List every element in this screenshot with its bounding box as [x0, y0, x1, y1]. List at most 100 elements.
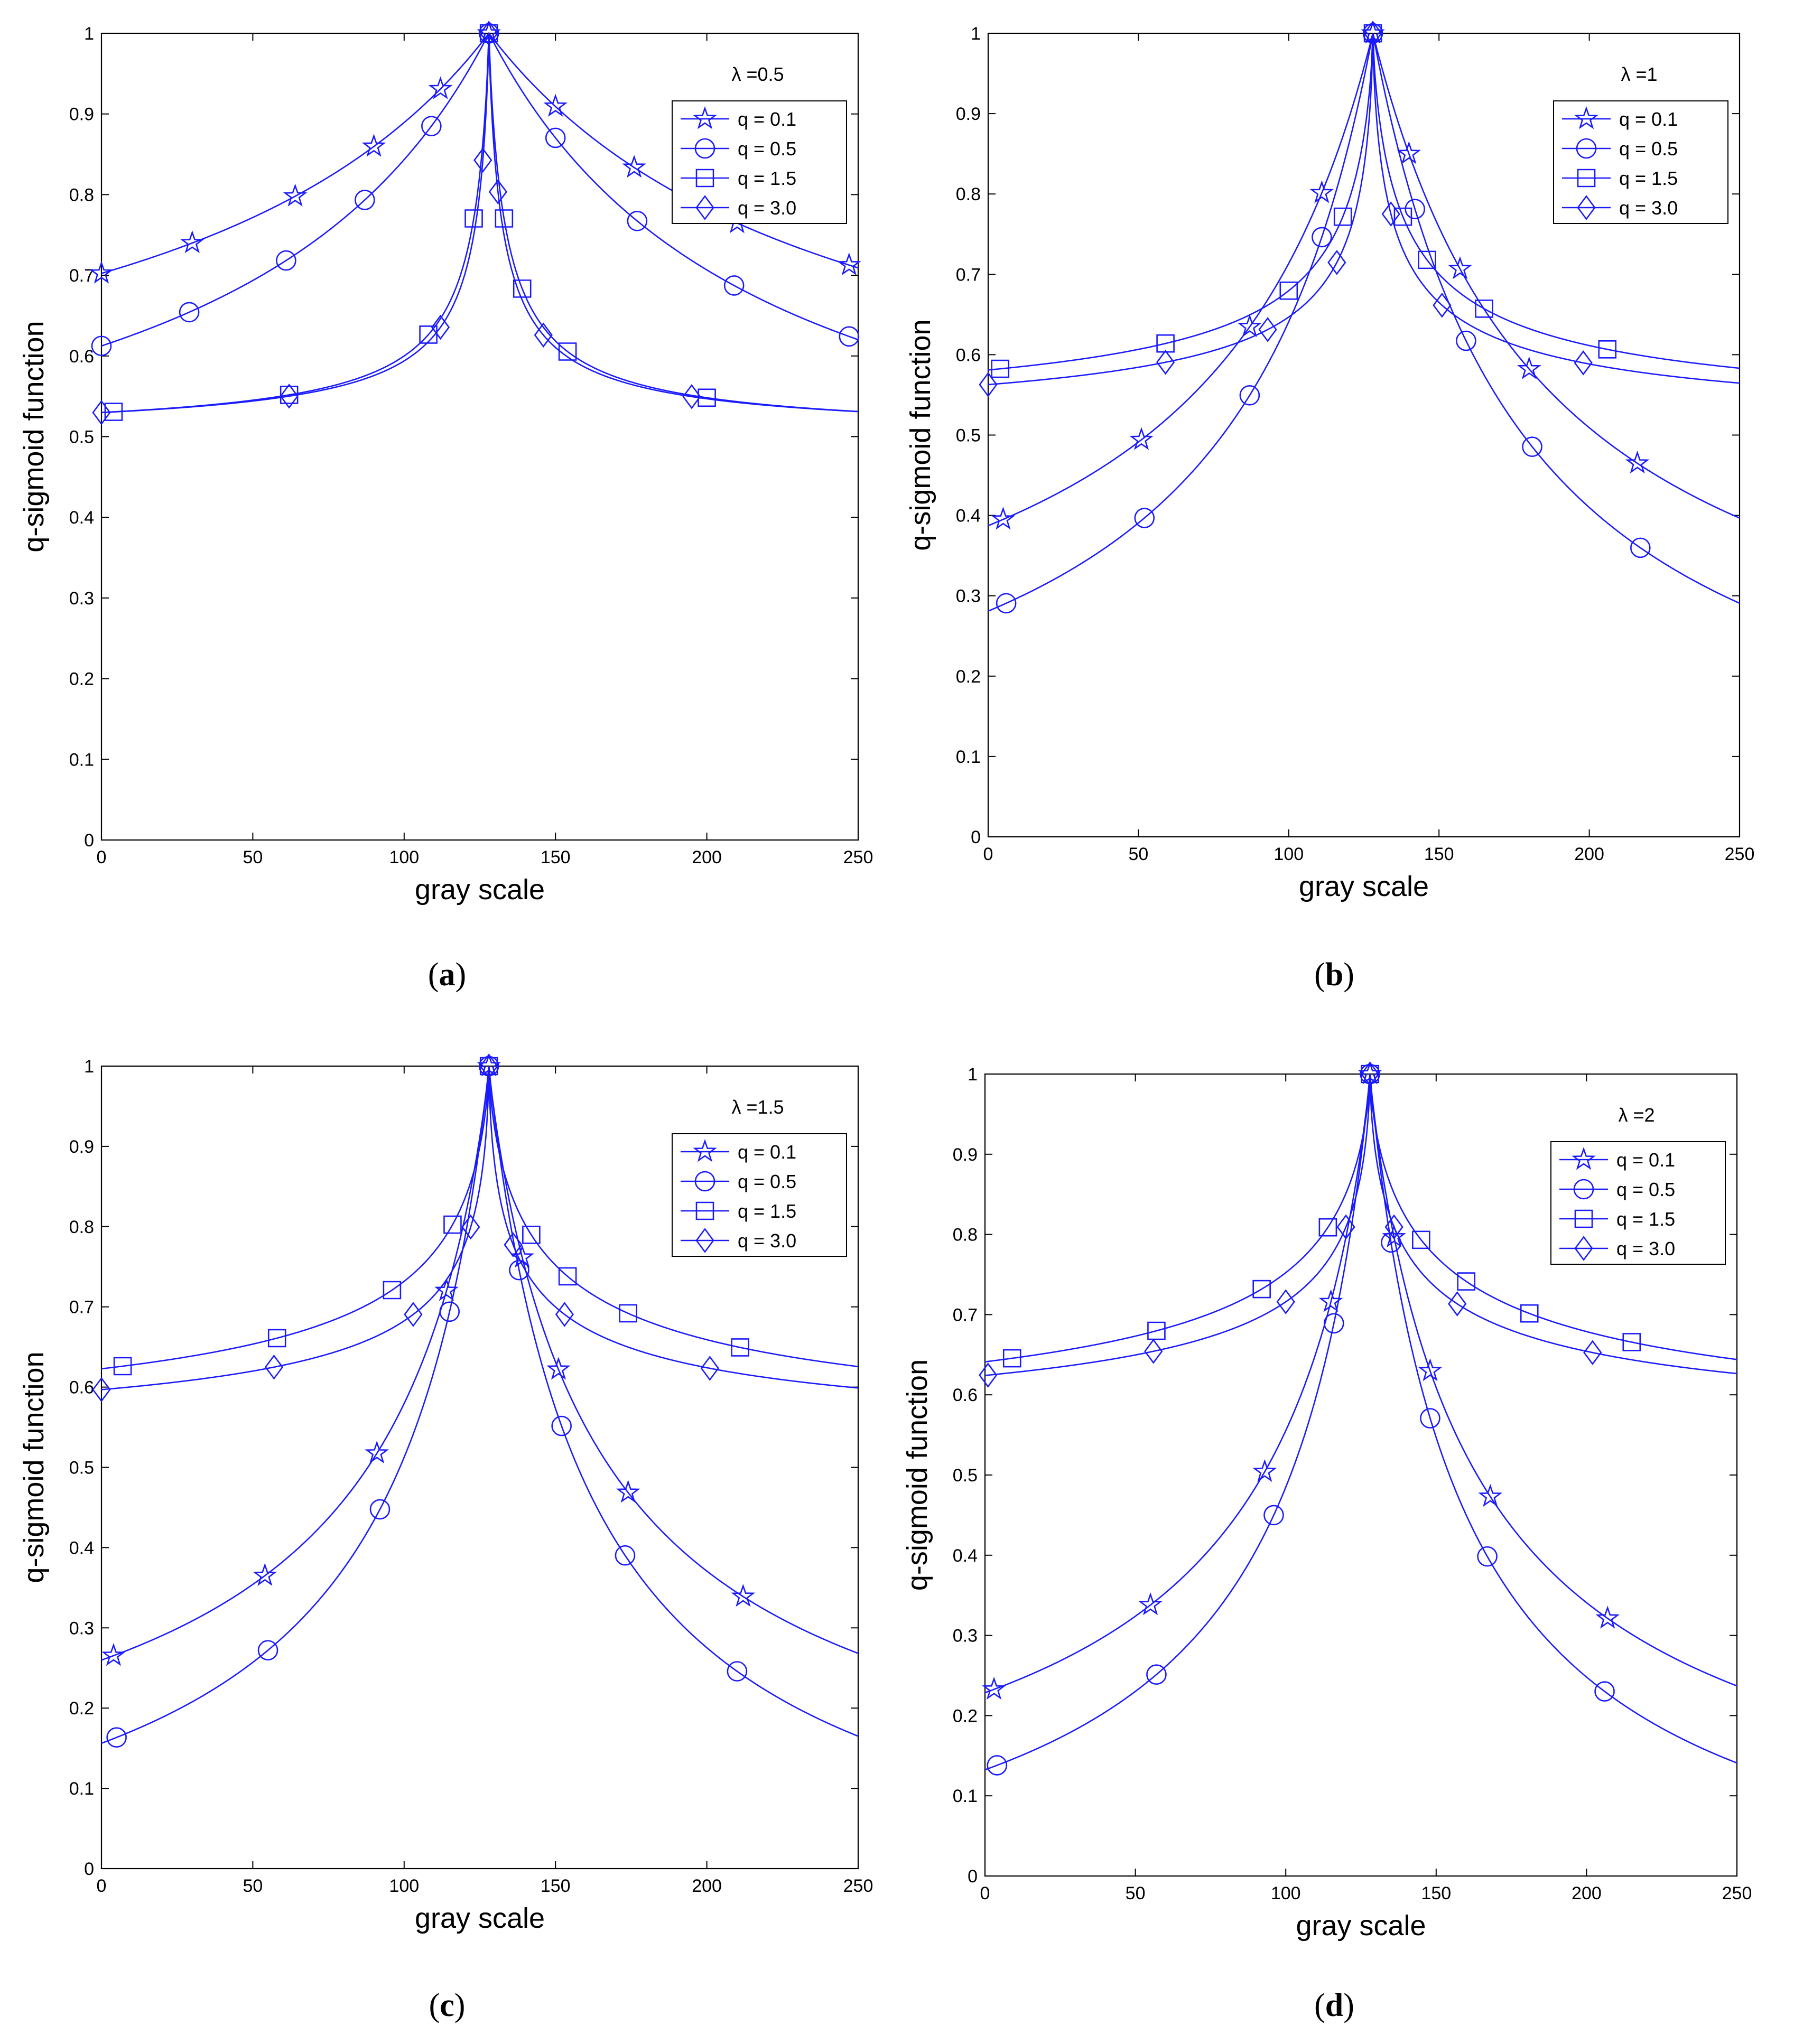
data-point-star [982, 1676, 1006, 1700]
data-point-star [1517, 356, 1541, 379]
y-tick-label: 0.7 [956, 265, 981, 285]
y-tick-label: 0 [84, 1859, 94, 1879]
y-tick-label: 0.3 [953, 1626, 978, 1646]
data-point-diamond [1583, 1340, 1602, 1366]
y-axis-label: q-sigmoid function [18, 321, 50, 552]
y-tick-label: 0.3 [69, 589, 94, 609]
legend: q = 0.1 q = 0.5 q = 1.5 q = 3.0 [672, 1133, 847, 1257]
series-square [984, 1065, 1737, 1368]
data-point-circle [1134, 508, 1155, 528]
series-line [984, 1074, 1737, 1362]
legend: q = 0.1 q = 0.5 q = 1.5 q = 3.0 [1553, 100, 1728, 224]
data-point-circle [1263, 1505, 1284, 1526]
x-axis-label: gray scale [415, 874, 545, 906]
chart-panel-c: 0 50 100 150 200 250 0 0.1 0.2 0.3 0.4 0.5 0.6 0.7 0.8… [18, 1053, 873, 2023]
data-point-circle [615, 1545, 636, 1566]
data-point-diamond [555, 1302, 574, 1327]
legend-marker-circle [694, 138, 715, 159]
data-point-circle [257, 1640, 278, 1661]
data-point-square [731, 1338, 749, 1357]
y-tick-label: 0.4 [69, 508, 94, 528]
data-point-circle [1630, 537, 1651, 558]
chart-panel-a: 0 50 100 150 200 250 0 0.1 0.2 0.3 0.4 0.5 0.6 0.7 0.8… [18, 21, 873, 993]
data-point-star [1238, 314, 1262, 338]
series-line [101, 33, 859, 414]
chart-panel-d: 0 50 100 150 200 250 0 0.1 0.2 0.3 0.4 0.5 0.6 0.7 0.8… [901, 1061, 1752, 2023]
data-point-circle [987, 1755, 1008, 1776]
data-point-circle [727, 1661, 748, 1682]
data-point-diamond [479, 21, 498, 46]
data-point-star [1309, 180, 1334, 203]
x-tick-label: 150 [541, 1876, 571, 1896]
data-point-diamond [504, 1232, 523, 1257]
data-point-diamond [682, 384, 701, 409]
series-line [984, 1074, 1737, 1376]
data-point-star [991, 507, 1016, 530]
data-point-circle [1312, 227, 1332, 248]
series-line [101, 1066, 859, 1390]
data-point-square [1147, 1321, 1166, 1340]
y-tick-label: 0.6 [69, 1378, 94, 1398]
data-point-circle [996, 593, 1017, 614]
data-point-square [1156, 334, 1175, 353]
data-point-square [522, 1225, 541, 1244]
data-point-circle [179, 302, 200, 323]
data-point-circle [839, 326, 860, 347]
data-point-square [267, 1329, 286, 1348]
legend-label: q = 1.5 [738, 1200, 796, 1222]
data-point-star [434, 1278, 459, 1301]
legend-marker-diamond [1574, 1236, 1593, 1261]
y-tick-label: 0.9 [69, 1137, 94, 1157]
legend-label: q = 3.0 [1619, 197, 1678, 219]
series-diamond [979, 21, 1740, 397]
legend-label: q = 3.0 [738, 1230, 796, 1252]
y-tick-label: 0.2 [69, 1698, 94, 1719]
data-point-circle [421, 116, 442, 136]
data-point-star [1418, 1358, 1443, 1382]
legend-marker-diamond [695, 195, 714, 220]
data-point-diamond [1144, 1339, 1163, 1364]
panel-caption: (a) [428, 957, 466, 993]
legend-label: q = 1.5 [1616, 1208, 1675, 1230]
data-point-star [180, 230, 205, 254]
legend-label: q = 3.0 [1616, 1238, 1675, 1259]
y-tick-label: 0 [971, 827, 981, 847]
y-tick-label: 0.1 [69, 1779, 94, 1799]
x-tick-label: 150 [541, 847, 571, 867]
x-tick-label: 250 [843, 847, 873, 867]
y-tick-label: 0.4 [69, 1538, 94, 1558]
data-point-square [1252, 1280, 1271, 1299]
x-tick-label: 0 [983, 844, 993, 864]
y-tick-label: 1 [968, 1065, 978, 1085]
data-point-square [1002, 1349, 1021, 1368]
y-tick-label: 0.9 [956, 104, 981, 124]
series-line [988, 33, 1740, 371]
x-tick-label: 200 [692, 847, 722, 867]
x-axis-label: gray scale [1296, 1910, 1426, 1942]
y-tick-label: 0.8 [953, 1225, 978, 1245]
legend-label: q = 0.1 [1616, 1149, 1675, 1171]
x-tick-label: 50 [243, 847, 263, 867]
series-line [101, 32, 859, 347]
data-point-square [1622, 1333, 1641, 1351]
data-point-star [253, 1563, 277, 1586]
lambda-annotation: λ =1 [1621, 63, 1657, 85]
data-point-square [104, 403, 123, 421]
data-point-square [558, 1267, 577, 1286]
x-tick-label: 250 [1725, 844, 1755, 864]
data-point-star [428, 76, 453, 99]
legend-label: q = 1.5 [738, 167, 796, 189]
y-axis-label: q-sigmoid function [901, 1359, 933, 1591]
series-line [988, 33, 1740, 527]
legend-label: q = 0.1 [738, 108, 796, 130]
data-point-star [101, 1642, 126, 1666]
data-point-square [1457, 1272, 1476, 1291]
data-point-circle [509, 1259, 529, 1281]
legend-label: q = 1.5 [1619, 167, 1678, 189]
x-tick-label: 100 [1274, 844, 1304, 864]
x-tick-label: 0 [97, 847, 107, 867]
data-point-circle [91, 335, 112, 357]
data-point-diamond [1327, 250, 1346, 275]
x-tick-label: 50 [1126, 1883, 1146, 1903]
data-point-square [113, 1357, 132, 1376]
